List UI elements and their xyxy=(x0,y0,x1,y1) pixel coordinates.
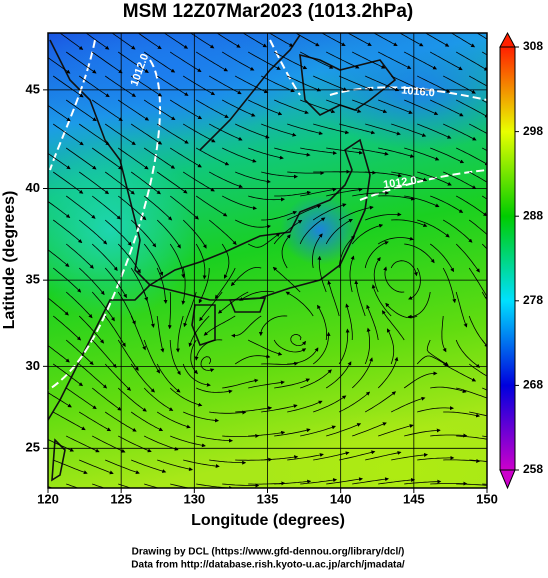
y-tick-label: 30 xyxy=(26,358,40,373)
title: MSM 12Z07Mar2023 (1013.2hPa) xyxy=(123,1,413,22)
x-tick-label: 140 xyxy=(330,491,352,506)
footer-credit: Drawing by DCL (https://www.gfd-dennou.o… xyxy=(132,547,405,558)
colorbar: 258 268 278 288 298 308 xyxy=(500,33,543,488)
x-tick-label: 135 xyxy=(257,491,279,506)
colorbar-body xyxy=(500,47,515,470)
y-tick-label: 40 xyxy=(26,180,40,195)
colorbar-tick-label: 298 xyxy=(523,124,543,138)
y-axis-label: Latitude (degrees) xyxy=(1,191,18,330)
colorbar-tick-label: 268 xyxy=(523,378,543,392)
y-tick-label: 35 xyxy=(26,272,40,287)
x-tick-label: 145 xyxy=(403,491,425,506)
y-tick-label: 45 xyxy=(26,81,40,96)
x-tick-label: 125 xyxy=(110,491,132,506)
colorbar-tick-label: 288 xyxy=(523,208,543,222)
x-tick-label: 130 xyxy=(183,491,205,506)
colorbar-tick-label: 278 xyxy=(523,293,543,307)
x-tick-label: 120 xyxy=(37,491,59,506)
y-tick-label: 25 xyxy=(26,440,40,455)
colorbar-top xyxy=(500,33,515,47)
x-tick-label: 150 xyxy=(476,491,498,506)
colorbar-tick-label: 308 xyxy=(523,39,543,53)
footer-source: Data from http://database.rish.kyoto-u.a… xyxy=(131,560,405,571)
colorbar-tick-label: 258 xyxy=(523,462,543,476)
x-axis-label: Longitude (degrees) xyxy=(191,512,345,529)
colorbar-bottom xyxy=(500,470,515,488)
